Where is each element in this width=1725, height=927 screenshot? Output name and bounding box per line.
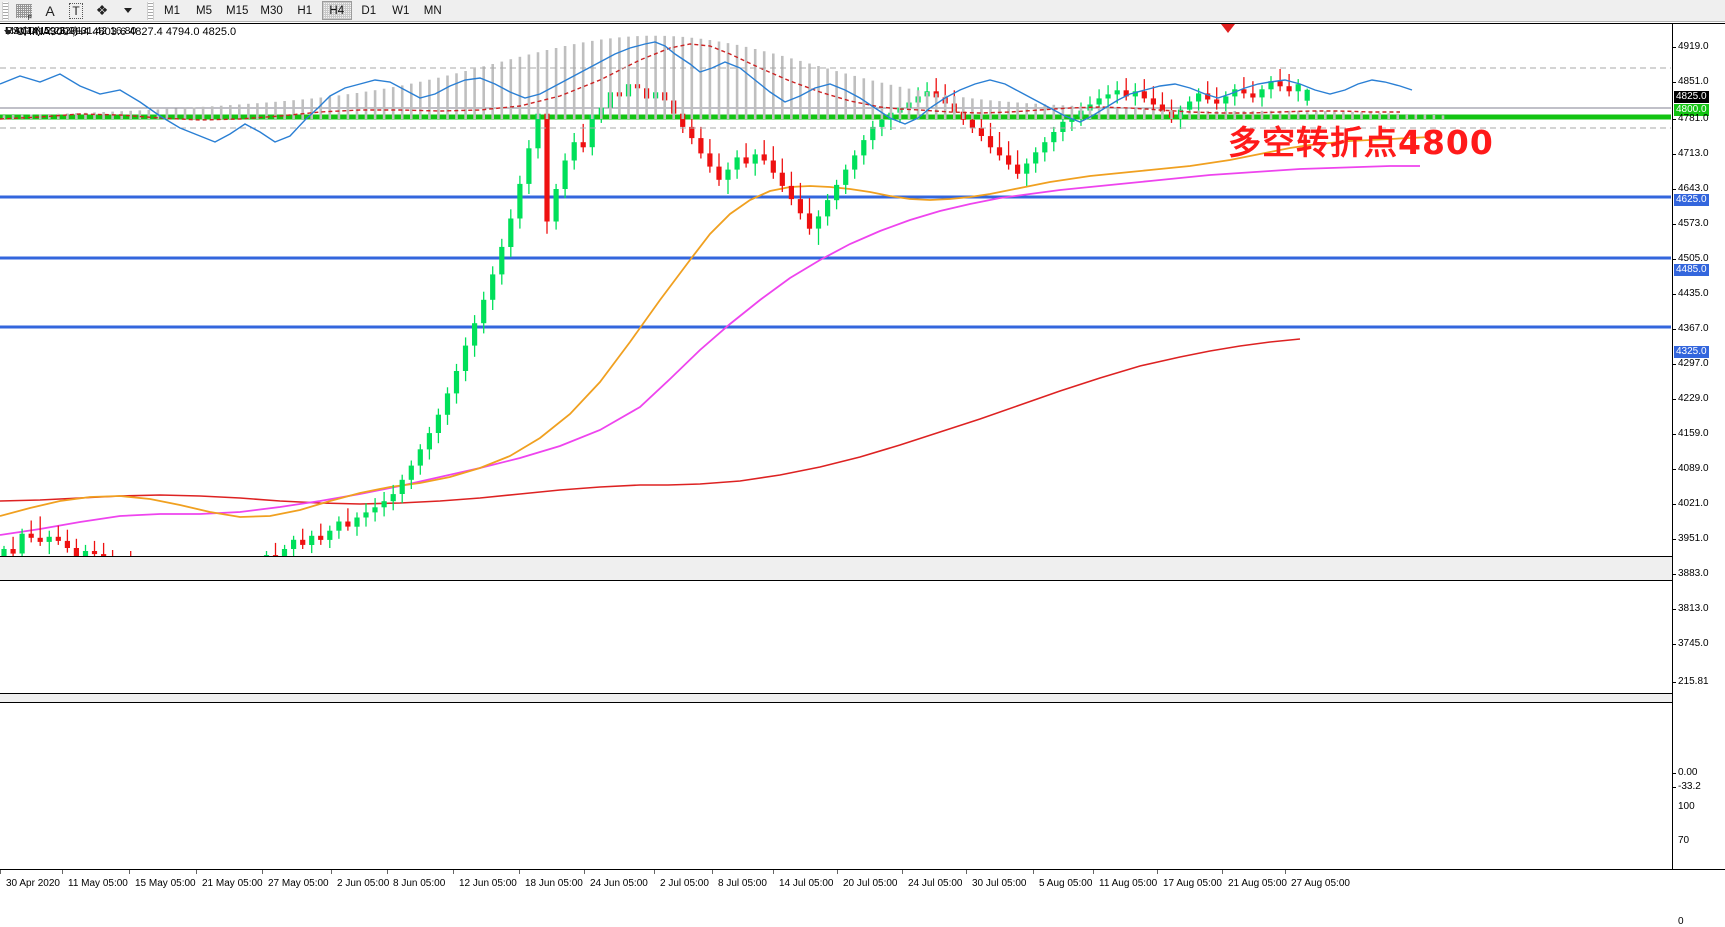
- timeframe-h1[interactable]: H1: [297, 4, 313, 17]
- timeframe-m15[interactable]: M15: [226, 4, 249, 17]
- main-toolbar: F A T ❖ M1 M5 M15 M30 H1 H4 D1 W1 MN: [0, 0, 1725, 22]
- price-axis-label: 4825.0: [1674, 91, 1709, 103]
- rsi-chart-svg: [0, 41, 1671, 143]
- price-axis-label: 4325.0: [1674, 346, 1709, 358]
- timeframe-w1[interactable]: W1: [392, 4, 410, 17]
- symbol-header: CHINA300-,H4 4803.6 4827.4 4794.0 4825.0: [0, 26, 236, 38]
- time-axis-label: 21 Aug 05:00: [1228, 878, 1287, 889]
- objects-dropdown-icon[interactable]: [115, 1, 141, 21]
- price-axis-label: 3951.0: [1678, 533, 1709, 544]
- timeframe-m5[interactable]: M5: [196, 4, 212, 17]
- divider-macd-rsi[interactable]: [0, 693, 1725, 703]
- price-axis-label: 3883.0: [1678, 568, 1709, 579]
- price-axis-label: 4781.0: [1678, 113, 1709, 124]
- time-axis-label: 5 Aug 05:00: [1039, 878, 1093, 889]
- time-axis-label: 21 May 05:00: [202, 878, 263, 889]
- price-axis-label: 4021.0: [1678, 498, 1709, 509]
- timeframe-d1[interactable]: D1: [361, 4, 377, 17]
- rsi-panel[interactable]: RSI(14) 59.2291: [0, 24, 1671, 190]
- time-axis-label: 8 Jul 05:00: [718, 878, 767, 889]
- price-axis-label: 4367.0: [1678, 323, 1709, 334]
- price-axis-label: 4643.0: [1678, 183, 1709, 194]
- timeframe-m30[interactable]: M30: [260, 4, 283, 17]
- time-axis-label: 14 Jul 05:00: [779, 878, 834, 889]
- timeframe-mn[interactable]: MN: [423, 4, 442, 17]
- price-axis[interactable]: 4919.0 4851.0 4825.0 4800.0 4781.0 4713.0 4643…: [1672, 24, 1725, 927]
- price-axis-label: 3813.0: [1678, 603, 1709, 614]
- time-axis[interactable]: 30 Apr 2020 11 May 05:00 15 May 05:00 21 Ma…: [0, 869, 1725, 893]
- time-axis-label: 27 Aug 05:00: [1291, 878, 1350, 889]
- price-axis-label: 0.00: [1678, 767, 1698, 778]
- rsi-axis-label: 70: [1678, 835, 1690, 846]
- chart-frame[interactable]: CHINA300-,H4 4803.6 4827.4 4794.0 4825.0…: [0, 23, 1725, 927]
- timeframe-grip[interactable]: [147, 1, 154, 20]
- time-axis-label: 2 Jun 05:00: [337, 878, 390, 889]
- time-axis-label: 27 May 05:00: [268, 878, 329, 889]
- price-axis-label: 4505.0: [1678, 253, 1709, 264]
- price-axis-label: 4485.0: [1674, 264, 1709, 276]
- rsi-line: [0, 41, 1413, 143]
- price-axis-label: 4159.0: [1678, 428, 1709, 439]
- ma-mid-line: [0, 165, 1420, 536]
- macd-histogram: [2, 35, 1445, 119]
- price-axis-label: 4297.0: [1678, 358, 1709, 369]
- chart-top-marker-icon: [1221, 24, 1235, 33]
- timeframe-m1[interactable]: M1: [164, 4, 180, 17]
- crosshair-grid-icon[interactable]: F: [11, 1, 37, 22]
- rsi-label: RSI(14) 59.2291: [5, 25, 83, 37]
- toolbar-grip[interactable]: [2, 1, 9, 20]
- price-axis-label: -33.2: [1678, 781, 1701, 792]
- time-axis-label: 30 Jul 05:00: [972, 878, 1027, 889]
- annotation-text: 多空转折点4800: [1228, 123, 1494, 162]
- price-axis-label: 4089.0: [1678, 463, 1709, 474]
- price-axis-label: 4625.0: [1674, 194, 1709, 206]
- price-axis-label: 4573.0: [1678, 218, 1709, 229]
- ma-fast-line: [0, 136, 1431, 518]
- time-axis-label: 24 Jul 05:00: [908, 878, 963, 889]
- timeframe-h4[interactable]: H4: [321, 1, 352, 20]
- rsi-axis-label: 100: [1678, 801, 1695, 812]
- time-axis-label: 24 Jun 05:00: [590, 878, 648, 889]
- macd-signal-line: [0, 43, 1400, 121]
- text-box-icon[interactable]: T: [63, 1, 89, 21]
- macd-label: MACD(12,26,9) 31.42 16.80: [5, 25, 137, 37]
- time-axis-label: 11 Aug 05:00: [1099, 878, 1158, 889]
- price-axis-label: 4229.0: [1678, 393, 1709, 404]
- time-axis-label: 8 Jun 05:00: [393, 878, 446, 889]
- price-axis-label: 4919.0: [1678, 41, 1709, 52]
- price-axis-label: 4800.0: [1674, 104, 1709, 116]
- text-label-icon[interactable]: A: [45, 2, 55, 19]
- time-axis-label: 30 Apr 2020: [6, 878, 60, 889]
- time-axis-label: 11 May 05:00: [68, 878, 128, 889]
- time-axis-label: 2 Jul 05:00: [660, 878, 709, 889]
- divider-price-macd[interactable]: [0, 556, 1725, 581]
- macd-panel[interactable]: MACD(12,26,9) 31.42 16.80: [0, 24, 1671, 136]
- symbol-label: CHINA300-,H4 4803.6 4827.4 4794.0 4825.0: [16, 26, 237, 38]
- time-axis-label: 12 Jun 05:00: [459, 878, 517, 889]
- price-axis-label: 3745.0: [1678, 638, 1709, 649]
- objects-icon[interactable]: ❖: [95, 2, 109, 18]
- price-axis-label: 215.81: [1678, 676, 1709, 687]
- price-axis-label: 4713.0: [1678, 148, 1709, 159]
- time-axis-label: 20 Jul 05:00: [843, 878, 898, 889]
- macd-chart-svg: [0, 35, 1445, 121]
- price-axis-label: 4435.0: [1678, 288, 1709, 299]
- chart-menu-caret-icon[interactable]: [4, 29, 12, 35]
- time-axis-label: 18 Jun 05:00: [525, 878, 583, 889]
- time-axis-label: 15 May 05:00: [135, 878, 196, 889]
- ma-slow-line: [0, 338, 1301, 505]
- rsi-axis-label: 0: [1678, 916, 1684, 927]
- price-axis-label: 4851.0: [1678, 76, 1709, 87]
- time-axis-label: 17 Aug 05:00: [1163, 878, 1222, 889]
